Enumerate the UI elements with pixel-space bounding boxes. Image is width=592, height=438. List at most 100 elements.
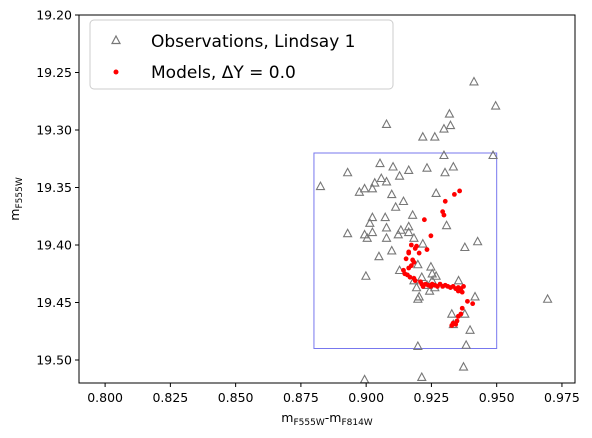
x-tick-label: 0.900 <box>348 390 384 405</box>
observation-point <box>342 228 353 238</box>
legend: Observations, Lindsay 1 Models, ΔY = 0.0 <box>89 19 394 90</box>
observation-point <box>403 164 414 174</box>
observation-point <box>472 236 483 246</box>
model-point <box>428 233 434 239</box>
observation-point <box>403 226 414 237</box>
observation-point <box>409 232 419 242</box>
model-point <box>408 242 414 248</box>
model-point <box>455 313 461 319</box>
observation-point <box>412 340 423 350</box>
observation-point <box>381 222 392 232</box>
observation-point <box>425 261 436 271</box>
model-point <box>461 284 466 289</box>
model-point <box>441 212 447 218</box>
observation-point <box>459 241 470 252</box>
observation-point <box>364 217 375 227</box>
model-point <box>406 265 412 271</box>
observation-point <box>395 224 406 234</box>
observation-point <box>403 221 414 231</box>
observation-point <box>441 220 452 230</box>
observation-point <box>461 339 472 349</box>
y-tick-label: 19.45 <box>36 295 72 310</box>
observation-point <box>488 149 498 160</box>
model-point <box>449 323 455 328</box>
y-tick-label: 19.50 <box>36 353 72 368</box>
legend-marker-models <box>113 69 119 75</box>
observation-point <box>448 161 459 171</box>
observation-point <box>386 245 397 255</box>
x-tick-label: 0.825 <box>152 390 188 405</box>
observation-point <box>360 270 371 280</box>
observation-point <box>470 291 480 301</box>
observation-point <box>393 229 404 239</box>
observation-point <box>315 180 326 191</box>
plot-area <box>313 76 553 384</box>
observation-point <box>431 270 442 280</box>
model-point <box>406 250 412 256</box>
observation-point <box>342 167 353 177</box>
observation-point <box>411 282 422 292</box>
series-models <box>401 188 476 328</box>
observation-point <box>390 201 401 211</box>
observation-point <box>381 176 392 186</box>
observation-point <box>369 177 380 187</box>
observation-point <box>375 157 385 168</box>
observation-point <box>444 108 455 118</box>
observation-point <box>422 162 432 172</box>
observation-point <box>465 324 475 334</box>
x-tick-label: 0.925 <box>414 390 450 405</box>
observation-point <box>354 186 365 196</box>
model-point <box>459 305 465 311</box>
y-tick-label: 19.25 <box>36 65 72 80</box>
model-point <box>453 321 459 327</box>
observation-point <box>398 195 409 206</box>
observation-point <box>429 131 440 141</box>
legend-frame <box>89 19 394 90</box>
observation-point <box>542 293 553 303</box>
observation-point <box>359 183 370 193</box>
observation-point <box>367 212 378 222</box>
observation-point <box>362 232 373 242</box>
x-tick-label: 0.875 <box>283 390 319 405</box>
y-axis: 19.20 19.25 19.30 19.35 19.40 19.45 19.50 <box>36 8 79 368</box>
x-tick-label: 0.975 <box>544 390 580 405</box>
observation-point <box>446 308 457 318</box>
observation-point <box>439 123 449 133</box>
x-tick-label: 0.950 <box>479 390 515 405</box>
model-point <box>442 198 448 204</box>
observation-point <box>417 131 428 141</box>
observation-point <box>407 209 418 219</box>
observation-point <box>374 251 384 261</box>
observation-point <box>376 172 387 183</box>
observation-point <box>386 189 397 199</box>
model-point <box>407 274 413 280</box>
legend-label-observations: Observations, Lindsay 1 <box>151 32 356 52</box>
observation-point <box>380 212 391 222</box>
model-point <box>421 217 427 223</box>
y-tick-label: 19.35 <box>36 180 72 195</box>
model-point <box>455 288 461 294</box>
observation-point <box>394 170 405 180</box>
model-point <box>412 246 418 251</box>
observation-point <box>458 361 469 371</box>
observation-point <box>445 120 456 130</box>
y-tick-label: 19.20 <box>36 8 72 23</box>
observation-point <box>439 149 449 160</box>
x-tick-label: 0.850 <box>218 390 254 405</box>
model-point <box>424 247 430 253</box>
observation-point <box>424 285 435 295</box>
observation-point <box>412 259 423 269</box>
observation-point <box>440 167 450 177</box>
model-point <box>470 301 476 307</box>
legend-marker-observations <box>111 34 121 45</box>
model-point <box>451 192 457 197</box>
y-tick-label: 19.30 <box>36 123 72 138</box>
observation-point <box>469 76 479 86</box>
model-point <box>459 289 465 295</box>
observation-point <box>367 183 378 193</box>
observation-point <box>417 238 428 248</box>
model-point <box>412 278 418 284</box>
y-tick-label: 19.40 <box>36 238 72 253</box>
model-point <box>465 298 470 304</box>
